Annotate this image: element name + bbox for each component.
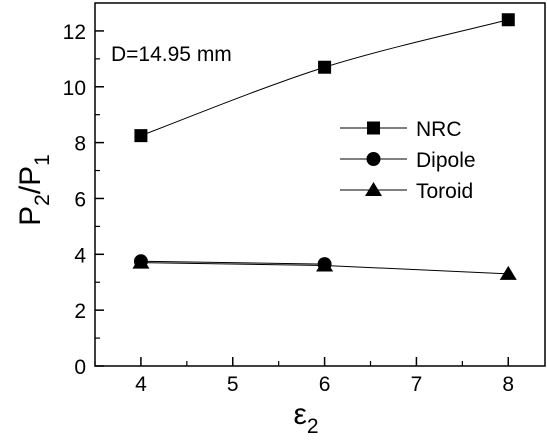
data-point-nrc xyxy=(134,129,148,143)
x-tick-label: 8 xyxy=(502,373,514,396)
legend-label-toroid: Toroid xyxy=(416,180,473,203)
legend: NRC Dipole Toroid xyxy=(340,118,476,203)
x-tick-label: 4 xyxy=(135,373,147,396)
y-axis-ticks: 0 2 4 6 8 10 12 xyxy=(63,21,104,379)
data-point-toroid xyxy=(499,265,517,280)
y-tick-label: 10 xyxy=(63,77,86,100)
y-axis-label-p1: P xyxy=(14,166,47,186)
series-markers xyxy=(132,13,517,280)
legend-marker-nrc xyxy=(367,121,380,135)
x-tick-label: 7 xyxy=(411,373,423,396)
y-axis-label: P2/P1 xyxy=(14,154,54,226)
x-axis-label-subscript: 2 xyxy=(307,415,319,438)
y-tick-label: 8 xyxy=(74,133,86,156)
data-point-toroid xyxy=(132,254,150,269)
x-axis-label: ε2 xyxy=(293,398,318,438)
y-tick-label: 4 xyxy=(74,244,86,267)
x-tick-label: 6 xyxy=(319,373,331,396)
data-point-toroid xyxy=(316,257,334,272)
series-line-dipole xyxy=(140,260,325,265)
plot-frame xyxy=(94,2,546,367)
annotation-text: D=14.95 mm xyxy=(111,43,232,66)
x-tick-label: 5 xyxy=(227,373,239,396)
y-tick-label: 6 xyxy=(74,188,86,211)
data-point-nrc xyxy=(501,13,515,27)
data-point-nrc xyxy=(318,60,332,74)
y-tick-label: 0 xyxy=(74,356,86,379)
legend-marker-dipole xyxy=(366,152,381,166)
y-tick-label: 12 xyxy=(63,21,86,44)
legend-label-nrc: NRC xyxy=(416,118,462,141)
x-axis-label-symbol: ε xyxy=(293,398,306,431)
y-axis-label-sub1: 1 xyxy=(31,154,54,166)
legend-label-dipole: Dipole xyxy=(416,149,476,172)
x-axis-ticks: 4 5 6 7 8 xyxy=(94,357,514,396)
y-axis-label-p2: P xyxy=(14,206,47,226)
y-tick-label: 2 xyxy=(74,300,86,323)
y-axis-label-sub2: 2 xyxy=(31,194,54,206)
legend-marker-toroid xyxy=(365,182,382,196)
y-axis-label-slash: / xyxy=(14,185,47,194)
